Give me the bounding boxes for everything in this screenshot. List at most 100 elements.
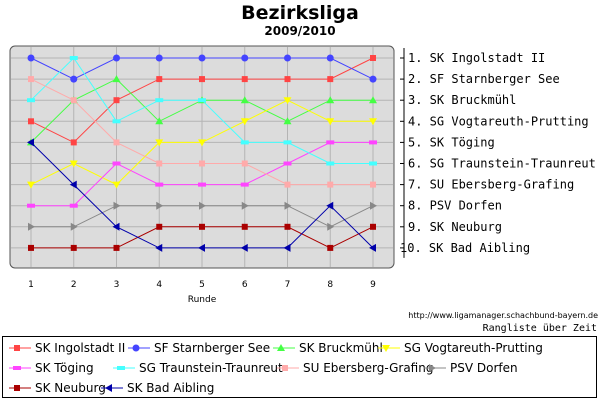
legend-swatch	[9, 385, 31, 391]
series-6	[27, 56, 377, 166]
x-tick-label: 2	[71, 280, 77, 290]
data-point	[113, 97, 120, 104]
legend-item: SK Bad Aibling	[101, 380, 214, 396]
data-point	[70, 139, 77, 146]
legend-marker	[429, 364, 436, 372]
footer-note: Rangliste über Zeit	[482, 323, 597, 334]
data-point	[69, 180, 77, 189]
data-point	[283, 117, 292, 125]
legend-swatch	[273, 344, 295, 351]
data-point	[326, 96, 335, 104]
data-point	[284, 54, 291, 62]
legend-marker	[105, 384, 112, 392]
data-point	[69, 203, 78, 208]
legend-item: SK Neuburg	[9, 380, 106, 396]
data-point	[28, 76, 34, 83]
legend-item: SK Bruckmühl	[273, 340, 383, 356]
data-point	[28, 244, 34, 251]
legend-marker	[382, 345, 390, 352]
data-point	[370, 223, 376, 230]
data-point	[284, 201, 292, 210]
x-tick-label: 5	[199, 280, 205, 290]
rank-labels: 1. SK Ingolstadt II 2. SF Starnberger See…	[400, 48, 596, 258]
data-point	[240, 140, 249, 145]
x-tick-label: 7	[285, 280, 291, 290]
legend-item: PSV Dorfen	[424, 360, 518, 376]
data-point	[327, 76, 334, 83]
legend-label: SK Töging	[35, 361, 94, 375]
series-5	[27, 140, 377, 208]
data-point	[369, 161, 377, 166]
series-9	[28, 223, 376, 251]
data-point	[113, 139, 120, 146]
data-point	[369, 96, 377, 104]
data-point	[198, 182, 206, 187]
legend-label: SF Starnberger See	[154, 341, 271, 355]
x-tick-label: 3	[114, 280, 120, 290]
data-point	[284, 181, 291, 188]
legend-swatch	[378, 345, 400, 352]
data-point	[370, 55, 376, 61]
legend-swatch	[9, 366, 31, 370]
data-point	[112, 161, 121, 166]
data-point	[69, 56, 78, 60]
legend-swatch	[113, 366, 135, 370]
source-url: http://www.ligamanager.schachbund-bayern…	[408, 311, 598, 320]
series-4	[27, 97, 377, 189]
data-point	[327, 181, 334, 188]
data-point	[283, 140, 292, 145]
legend-marker	[277, 344, 285, 351]
data-point	[369, 140, 377, 145]
legend-item: SF Starnberger See	[128, 340, 270, 356]
x-axis-label: Runde	[188, 295, 217, 305]
data-point	[27, 181, 35, 189]
data-point	[70, 244, 77, 251]
legend-label: SK Bad Aibling	[127, 381, 215, 395]
data-point	[113, 54, 120, 62]
data-point	[241, 76, 248, 83]
data-point	[198, 139, 206, 147]
data-point	[283, 243, 291, 252]
legend-item: SG Traunstein-Traunreut	[113, 360, 283, 376]
chart-subtitle: 2009/2010	[264, 24, 336, 38]
rank-label: 8. PSV Dorfen	[408, 199, 502, 213]
data-point	[27, 54, 35, 62]
data-point	[155, 117, 164, 125]
data-point	[283, 161, 292, 166]
data-point	[284, 223, 291, 230]
data-point	[241, 223, 248, 230]
x-tick-label: 1	[28, 280, 34, 290]
x-tick-label: 9	[370, 280, 376, 290]
data-point	[241, 54, 249, 62]
legend-item: SG Vogtareuth-Prutting	[378, 340, 543, 356]
data-point	[240, 118, 249, 126]
data-point	[155, 243, 163, 252]
legend-marker	[14, 385, 20, 391]
rank-label: 4. SG Vogtareuth-Prutting	[408, 114, 589, 128]
data-point	[369, 118, 377, 126]
legend-swatch	[9, 345, 31, 351]
data-point	[113, 244, 120, 251]
rank-label: 10. SK Bad Aibling	[400, 241, 530, 255]
legend-swatch	[101, 384, 123, 392]
legend-label: SK Neuburg	[35, 381, 106, 395]
legend-label: SK Bruckmühl	[299, 341, 383, 355]
data-point	[240, 182, 249, 187]
data-point	[198, 243, 205, 252]
legend-item: SK Ingolstadt II	[9, 340, 125, 356]
legend-swatch	[277, 365, 299, 371]
legend-marker	[117, 366, 125, 370]
legend-label: SU Ebersberg-Grafing	[303, 361, 434, 375]
data-point	[27, 98, 35, 103]
series-2	[27, 54, 377, 83]
legend-label: SG Traunstein-Traunreut	[139, 361, 283, 375]
legend-label: SK Ingolstadt II	[35, 341, 126, 355]
data-point	[369, 243, 376, 252]
data-point	[155, 54, 163, 62]
data-point	[28, 118, 34, 125]
data-point	[155, 98, 164, 103]
series-7	[28, 76, 376, 188]
data-point	[326, 201, 334, 210]
data-point	[240, 243, 248, 252]
